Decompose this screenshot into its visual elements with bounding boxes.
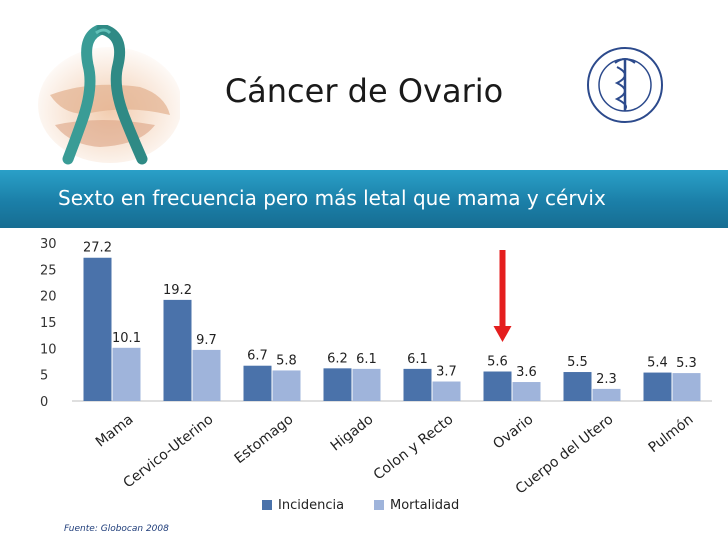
data-label: 5.4 [647,356,668,371]
category-label: Pulmón [646,412,697,457]
data-label: 5.5 [567,355,588,370]
bar-mortalidad [432,381,461,401]
y-tick-label: 25 [40,263,57,278]
down-arrow-head-icon [493,326,512,342]
data-label: 6.7 [247,349,268,364]
y-tick-label: 15 [40,316,57,331]
bar-mortalidad [512,382,541,401]
bar-mortalidad [672,373,701,401]
data-label: 5.8 [276,353,297,368]
data-label: 5.6 [487,355,508,370]
data-label: 6.1 [407,352,428,367]
data-label: 6.1 [356,352,377,367]
category-label: Ovario [490,412,536,453]
bar-incidencia [243,365,272,401]
data-label: 9.7 [196,333,217,348]
bar-mortalidad [112,347,141,401]
y-tick-label: 20 [40,290,57,305]
bar-incidencia [563,372,592,401]
data-label: 2.3 [596,372,617,387]
banner: Sexto en frecuencia pero más letal que m… [0,170,728,228]
slide-title: Cáncer de Ovario [224,72,504,110]
bar-incidencia [323,368,352,401]
y-tick-label: 10 [40,342,57,357]
y-tick-label: 5 [40,369,48,384]
bar-mortalidad [192,349,221,401]
category-label: Estomago [232,412,297,468]
bar-incidencia [483,371,512,401]
bar-incidencia [163,299,192,401]
category-label: Higado [328,412,377,455]
bar-mortalidad [272,370,301,401]
bar-mortalidad [352,368,381,401]
data-label: 6.2 [327,351,348,366]
category-label: Colon y Recto [371,412,457,484]
institute-seal-icon [585,45,665,125]
data-label: 10.1 [112,331,141,346]
y-tick-label: 30 [40,237,57,252]
bar-mortalidad [592,388,621,401]
data-label: 3.6 [516,365,537,380]
bar-incidencia [83,257,112,401]
bar-incidencia [643,372,672,401]
legend-swatch [374,500,384,510]
ribbon-photo-icon [30,23,182,165]
data-label: 27.2 [83,241,112,256]
banner-text: Sexto en frecuencia pero más letal que m… [58,186,606,210]
legend-swatch [262,500,272,510]
category-label: Mama [93,412,137,451]
bar-incidencia [403,368,432,401]
y-tick-label: 0 [40,395,48,410]
legend-label: Incidencia [278,498,344,513]
down-arrow-icon [499,250,506,328]
source-note: Fuente: Globocan 2008 [64,524,169,534]
legend-label: Mortalidad [390,498,459,513]
data-label: 3.7 [436,365,457,380]
data-label: 19.2 [163,283,192,298]
data-label: 5.3 [676,356,697,371]
